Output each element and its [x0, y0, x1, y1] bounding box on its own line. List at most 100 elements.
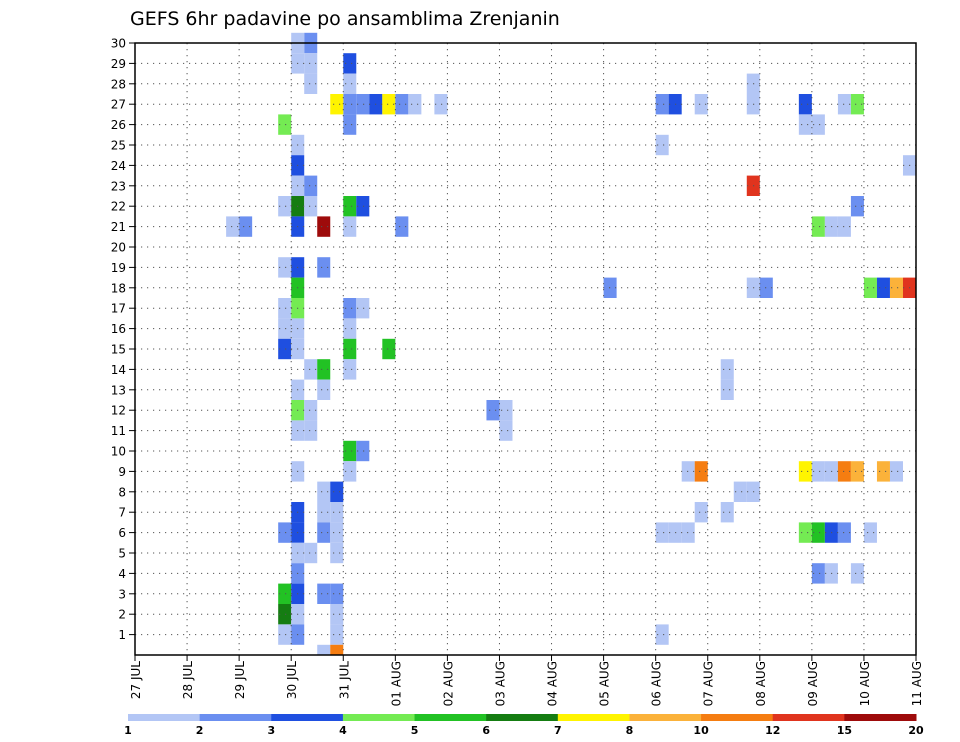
y-tick-label: 14 [111, 363, 126, 377]
data-cell [343, 114, 357, 135]
x-tick-label: 06 AUG [650, 661, 664, 706]
x-tick-label: 04 AUG [546, 661, 560, 706]
data-cell [343, 53, 357, 74]
data-cell [356, 298, 370, 319]
colorbar-swatch [199, 714, 272, 721]
colorbar-swatch [414, 714, 487, 721]
data-cell [837, 522, 851, 543]
y-tick-label: 15 [111, 343, 126, 357]
y-tick-label: 1 [118, 628, 126, 642]
data-cell [317, 583, 331, 604]
x-tick-label: 10 AUG [858, 661, 872, 706]
x-tick-label: 02 AUG [441, 661, 455, 706]
data-cell [798, 522, 812, 543]
data-cell [330, 624, 344, 645]
data-cell [863, 277, 877, 298]
data-cell [226, 216, 240, 237]
y-tick-label: 8 [118, 485, 126, 499]
y-tick-label: 10 [111, 445, 126, 459]
x-tick-label: 27 JUL [129, 661, 143, 699]
data-cell [759, 277, 773, 298]
y-tick-label: 17 [111, 302, 126, 316]
y-tick-label: 19 [111, 261, 126, 275]
y-tick-label: 5 [118, 547, 126, 561]
data-cell [317, 644, 331, 655]
y-tick-label: 24 [111, 159, 126, 173]
colorbar-swatch [486, 714, 559, 721]
x-axis: 27 JUL 28 JUL 29 JUL 30 JUL 31 JUL 01 AUG 02 A… [129, 655, 924, 706]
data-cell [408, 94, 422, 115]
data-cell [889, 277, 903, 298]
y-axis: 1234567891011121314151617181920212223242… [111, 37, 135, 642]
data-cell [486, 400, 500, 421]
data-cell [655, 522, 669, 543]
y-tick-label: 7 [118, 506, 126, 520]
colorbar-label: 5 [411, 724, 419, 737]
data-cell [655, 134, 669, 156]
data-cell [850, 196, 864, 217]
data-cell [317, 522, 331, 543]
data-cell [343, 359, 357, 380]
data-cell [811, 461, 825, 482]
y-tick-label: 4 [118, 567, 126, 581]
grid-lines [135, 42, 916, 655]
y-tick-label: 20 [111, 241, 126, 255]
colorbar-label: 1 [124, 724, 132, 737]
y-tick-label: 16 [111, 322, 126, 336]
colorbar-label: 4 [339, 724, 347, 737]
data-cell [395, 216, 409, 237]
data-cell [811, 114, 825, 135]
data-cell [278, 257, 292, 278]
data-cell [655, 94, 669, 115]
y-tick-label: 30 [111, 37, 126, 51]
chart-title: GEFS 6hr padavine po ansamblima Zrenjani… [130, 8, 560, 30]
data-cells [226, 32, 916, 655]
data-cell [278, 114, 292, 135]
data-cell [694, 461, 708, 482]
colorbar: 1 2 3 4 5 6 7 8 10 12 15 20 [124, 714, 924, 737]
y-tick-label: 22 [111, 200, 126, 214]
y-tick-label: 9 [118, 465, 126, 479]
colorbar-swatch [629, 714, 702, 721]
data-cell [330, 583, 344, 604]
data-cell [304, 542, 318, 564]
data-cell [317, 359, 331, 380]
data-cell [343, 73, 357, 94]
colorbar-label: 6 [482, 724, 490, 737]
x-tick-label: 07 AUG [702, 661, 716, 706]
colorbar-label: 2 [196, 724, 204, 737]
data-cell [850, 461, 864, 482]
data-cell [798, 461, 812, 482]
y-tick-label: 27 [111, 98, 126, 112]
data-cell [343, 298, 357, 319]
data-cell [317, 502, 331, 523]
x-tick-label: 05 AUG [598, 661, 612, 706]
colorbar-label: 3 [267, 724, 275, 737]
data-cell [694, 502, 708, 523]
colorbar-swatch [844, 714, 917, 721]
data-cell [798, 94, 812, 115]
data-cell [681, 461, 695, 482]
data-cell [343, 338, 357, 360]
x-tick-label: 08 AUG [754, 661, 768, 706]
data-cell [278, 338, 292, 360]
data-cell [304, 73, 318, 94]
data-cell [850, 563, 864, 584]
colorbar-label: 8 [626, 724, 634, 737]
y-tick-label: 2 [118, 608, 126, 622]
data-cell [811, 216, 825, 237]
data-cell [343, 94, 357, 115]
colorbar-swatch [557, 714, 630, 721]
data-cell [304, 359, 318, 380]
data-cell [330, 644, 344, 655]
x-tick-label: 09 AUG [806, 661, 820, 706]
data-cell [343, 440, 357, 462]
y-tick-label: 28 [111, 77, 126, 91]
data-cell [278, 583, 292, 604]
data-cell [499, 420, 513, 441]
data-cell [733, 481, 747, 502]
data-cell [889, 461, 903, 482]
data-cell [356, 196, 370, 217]
colorbar-swatch [772, 714, 845, 721]
data-cell [720, 502, 734, 523]
